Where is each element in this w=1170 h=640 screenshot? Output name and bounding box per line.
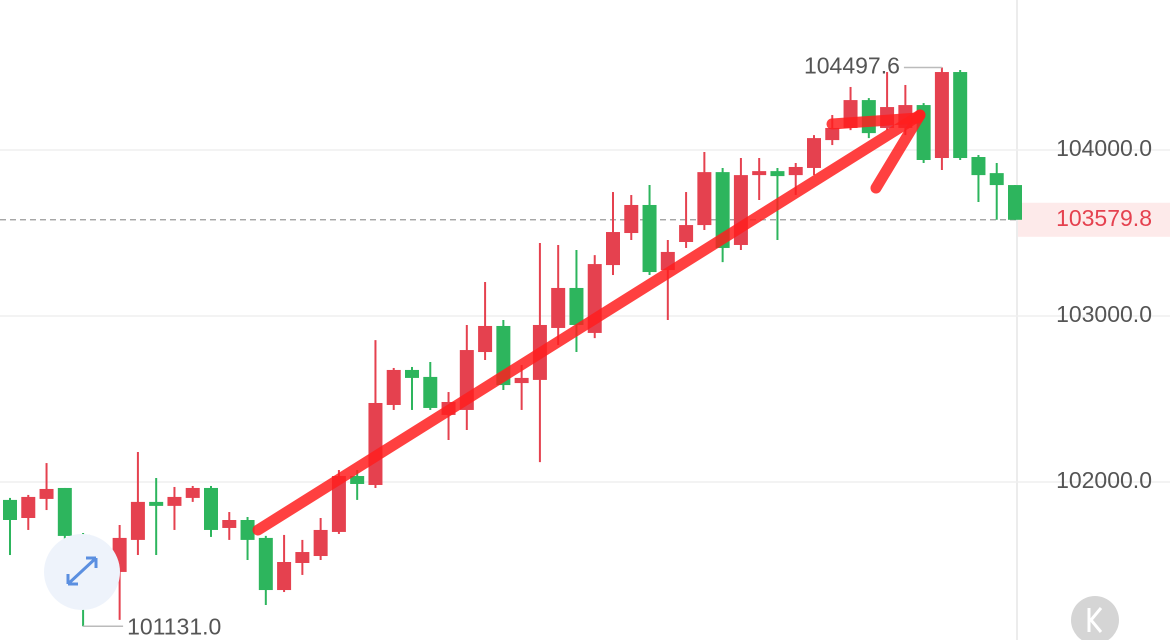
min-label: 101131.0 xyxy=(127,613,221,639)
y-tick-label: 103000.0 xyxy=(1056,301,1152,327)
candle-body xyxy=(478,325,493,353)
candle-body xyxy=(386,369,401,405)
candle-body xyxy=(606,232,620,266)
candle-body xyxy=(39,488,54,499)
reset-button[interactable] xyxy=(44,534,120,610)
candle-body xyxy=(752,171,767,176)
candle-body xyxy=(679,225,694,242)
candle-body xyxy=(989,173,1004,186)
arrow-line xyxy=(252,109,926,536)
candle-body xyxy=(405,369,419,378)
candle-body xyxy=(331,476,346,532)
y-tick-label: 102000.0 xyxy=(1056,467,1152,493)
candle-body xyxy=(240,520,255,540)
collapse-icon xyxy=(1087,607,1103,633)
trend-arrows xyxy=(252,109,926,536)
candle-body xyxy=(368,402,383,485)
candle-body xyxy=(350,476,365,484)
candle-body xyxy=(277,561,292,591)
collapse-button[interactable] xyxy=(1071,596,1119,640)
candle-body xyxy=(295,552,310,563)
y-tick-label: 104000.0 xyxy=(1056,135,1152,161)
candle-body xyxy=(185,487,200,498)
candle-body xyxy=(514,377,529,384)
candle-body xyxy=(715,172,730,248)
candle-body xyxy=(313,529,328,557)
candle-body xyxy=(642,204,657,273)
candle-body xyxy=(770,171,785,177)
last-price-box xyxy=(1018,202,1170,237)
candle-body xyxy=(569,287,584,325)
candle-body xyxy=(788,166,803,176)
candle-body xyxy=(258,537,273,591)
candle-body xyxy=(167,496,182,506)
reset-icon xyxy=(66,556,98,586)
candle-body xyxy=(825,127,840,141)
candle-body xyxy=(21,496,36,519)
plot-area: 102000.0 103000.0 104000.0 103579.8 104497.6… xyxy=(0,53,1170,639)
candle-body xyxy=(3,499,17,520)
candle-body xyxy=(149,501,164,506)
candle-body xyxy=(130,501,145,540)
candle-body xyxy=(551,287,566,328)
candle-body xyxy=(57,487,72,536)
candle-body xyxy=(807,138,821,168)
candle-body xyxy=(222,520,237,528)
candle-body xyxy=(204,487,218,530)
candle-body xyxy=(624,204,639,234)
candle-body xyxy=(423,376,438,408)
max-label: 104497.6 xyxy=(804,53,900,79)
arrow-line xyxy=(826,112,924,130)
collapse-circle[interactable] xyxy=(1071,596,1119,640)
candle-body xyxy=(953,72,968,159)
candle-body xyxy=(1008,185,1022,220)
candle-body xyxy=(934,72,949,159)
candle-body xyxy=(971,157,986,176)
candle-body xyxy=(697,172,712,226)
arrow-head xyxy=(870,109,926,194)
last-price-label: 103579.8 xyxy=(1056,205,1152,231)
